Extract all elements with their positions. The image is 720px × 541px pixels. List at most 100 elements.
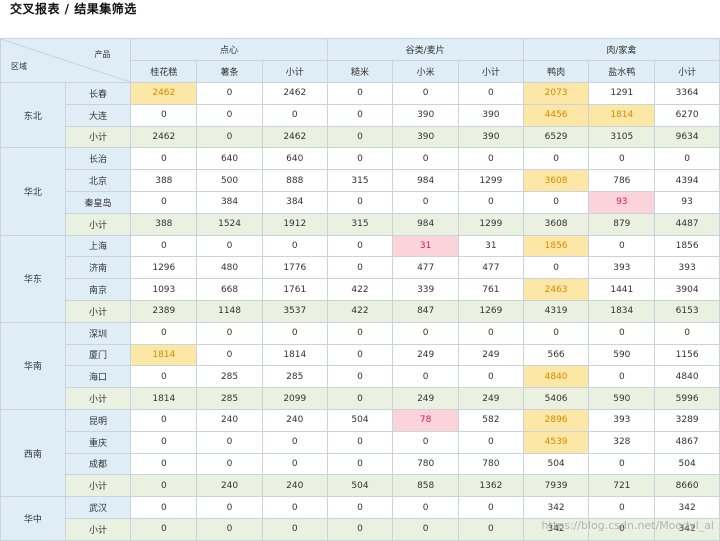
value-cell: 7939 <box>522 474 590 498</box>
value-cell: 1291 <box>588 82 656 105</box>
col-header: 盐水鸭 <box>588 60 656 83</box>
value-cell: 0 <box>326 387 394 410</box>
value-cell: 4319 <box>522 299 590 323</box>
value-cell: 4840 <box>522 365 590 389</box>
subtotal-row: 小计 0 0 0 0 0 0 342 0 342 <box>1 517 720 541</box>
value-cell: 721 <box>588 474 656 498</box>
table-row: 华中 武汉 0 0 0 0 0 0 342 0 342 <box>0 496 720 541</box>
value-cell: 2462 <box>130 82 198 105</box>
value-cell: 31 <box>392 234 459 258</box>
value-cell: 0 <box>522 190 590 214</box>
value-cell: 0 <box>392 365 459 389</box>
value-cell: 285 <box>261 365 328 389</box>
value-cell: 0 <box>326 321 394 345</box>
value-cell: 1362 <box>458 474 524 498</box>
value-cell: 1834 <box>588 299 656 323</box>
value-cell: 0 <box>588 147 656 171</box>
value-cell: 761 <box>458 278 524 301</box>
value-cell: 1814 <box>588 103 656 127</box>
value-cell: 0 <box>196 125 263 149</box>
value-cell: 1299 <box>458 212 524 236</box>
city-cell: 武汉 <box>64 496 132 519</box>
value-cell: 393 <box>654 256 720 280</box>
col-header: 薯条 <box>196 60 263 83</box>
value-cell: 1776 <box>261 256 328 280</box>
value-cell: 0 <box>261 234 328 258</box>
value-cell: 0 <box>261 496 328 519</box>
value-cell: 640 <box>261 147 328 171</box>
value-cell: 0 <box>261 103 328 127</box>
value-cell: 0 <box>196 452 263 476</box>
value-cell: 0 <box>522 147 590 171</box>
value-cell: 0 <box>392 430 459 454</box>
value-cell: 780 <box>392 452 459 476</box>
value-cell: 0 <box>588 517 656 541</box>
value-cell: 3537 <box>261 299 328 323</box>
city-cell: 北京 <box>64 169 132 192</box>
value-cell: 393 <box>588 256 656 280</box>
value-cell: 0 <box>130 234 198 258</box>
value-cell: 1856 <box>522 234 590 258</box>
subtotal-row: 小计 388 1524 1912 315 984 1299 3608 879 4487 <box>1 212 720 236</box>
value-cell: 2389 <box>130 299 198 323</box>
table-row: 东北 长春 2462 0 2462 0 0 0 2073 1291 3364 <box>0 81 720 149</box>
value-cell: 1269 <box>458 299 524 323</box>
corner-header: 产品 区域 <box>0 38 132 83</box>
value-cell: 0 <box>458 496 524 519</box>
value-cell: 0 <box>196 234 263 258</box>
value-cell: 590 <box>588 343 656 367</box>
value-cell: 0 <box>326 256 394 280</box>
col-header: 鸭肉 <box>522 60 590 83</box>
product-axis-label: 产品 <box>94 50 111 59</box>
value-cell: 390 <box>392 103 459 127</box>
value-cell: 1814 <box>261 343 328 367</box>
value-cell: 0 <box>326 365 394 389</box>
col-header: 小米 <box>392 60 459 83</box>
value-cell: 240 <box>261 408 328 432</box>
table-row: 海口 0 285 285 0 0 0 4840 0 4840 <box>1 365 720 389</box>
value-cell: 0 <box>130 430 198 454</box>
value-cell: 0 <box>326 452 394 476</box>
value-cell: 2463 <box>522 278 590 301</box>
value-cell: 668 <box>196 278 263 301</box>
value-cell: 4394 <box>654 169 720 192</box>
col-header: 糙米 <box>326 60 394 83</box>
value-cell: 2073 <box>522 82 590 105</box>
value-cell: 640 <box>196 147 263 171</box>
value-cell: 3289 <box>654 408 720 432</box>
value-cell: 390 <box>458 125 524 149</box>
value-cell: 339 <box>392 278 459 301</box>
value-cell: 0 <box>326 517 394 541</box>
value-cell: 93 <box>588 190 656 214</box>
value-cell: 0 <box>196 103 263 127</box>
value-cell: 4840 <box>654 365 720 389</box>
value-cell: 0 <box>196 430 263 454</box>
value-cell: 393 <box>588 408 656 432</box>
table-row: 华东 上海 0 0 0 0 31 31 1856 0 1856 <box>0 234 720 323</box>
value-cell: 4539 <box>522 430 590 454</box>
value-cell: 1856 <box>654 234 720 258</box>
value-cell: 1814 <box>130 343 198 367</box>
value-cell: 1299 <box>458 169 524 192</box>
value-cell: 4487 <box>654 212 720 236</box>
table-row: 北京 388 500 888 315 984 1299 3608 786 4394 <box>1 169 720 192</box>
value-cell: 1814 <box>130 387 198 410</box>
value-cell: 0 <box>130 103 198 127</box>
value-cell: 0 <box>326 496 394 519</box>
col-header: 小计 <box>261 60 328 83</box>
value-cell: 249 <box>392 343 459 367</box>
table-row: 华南 深圳 0 0 0 0 0 0 0 0 0 <box>0 321 720 410</box>
value-cell: 0 <box>458 365 524 389</box>
value-cell: 500 <box>196 169 263 192</box>
value-cell: 984 <box>392 169 459 192</box>
value-cell: 0 <box>588 321 656 345</box>
value-cell: 0 <box>588 234 656 258</box>
value-cell: 249 <box>458 343 524 367</box>
value-cell: 0 <box>130 496 198 519</box>
value-cell: 93 <box>654 190 720 214</box>
city-cell: 深圳 <box>64 321 132 345</box>
value-cell: 6153 <box>654 299 720 323</box>
value-cell: 388 <box>130 169 198 192</box>
value-cell: 0 <box>130 452 198 476</box>
value-cell: 249 <box>392 387 459 410</box>
